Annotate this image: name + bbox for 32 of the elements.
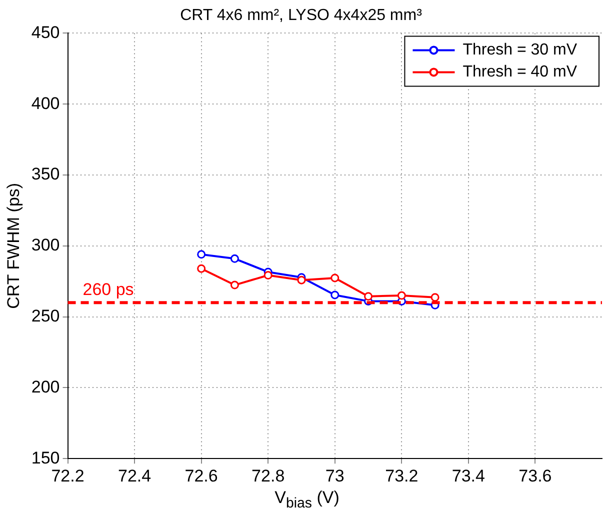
y-axis-title: CRT FWHM (ps) (4, 182, 23, 309)
point (197, 264, 206, 273)
point (430, 293, 440, 302)
point (364, 292, 373, 301)
y-tick-label: 250 (31, 306, 60, 326)
y-tick-label: 450 (31, 22, 60, 42)
y-tick-label: 300 (31, 236, 60, 255)
point (230, 254, 239, 263)
x-tick-label: 73 (325, 466, 344, 486)
x-tick-label: 73.4 (452, 466, 485, 486)
point (264, 271, 272, 280)
x-tick-label: 72.6 (184, 466, 218, 486)
point (330, 274, 340, 282)
point (297, 276, 306, 284)
y-tick-label: 400 (31, 94, 60, 113)
y-tick-label: 350 (31, 164, 60, 184)
x-tick-label: 72.8 (252, 466, 285, 486)
point (230, 280, 239, 290)
point (330, 290, 340, 300)
x-tick-label: 72.4 (118, 466, 152, 486)
x-tick-label: 72.2 (51, 466, 84, 486)
legend-label: Thresh = 40 mV (462, 64, 578, 81)
ref-line-label: 260 ps (82, 280, 134, 299)
point (397, 291, 406, 300)
x-tick-label: 73.6 (518, 466, 552, 486)
legend-label: Thresh = 30 mV (462, 42, 578, 59)
y-tick-label: 200 (31, 377, 60, 396)
chart-title: CRT 4x6 mm², LYSO 4x4x25 mm³ (180, 7, 423, 24)
point (197, 250, 206, 259)
y-tick-label: 150 (31, 448, 60, 468)
x-axis-title: V$_{bias}$ (V) (274, 488, 340, 512)
x-tick-label: 73.2 (385, 466, 418, 486)
